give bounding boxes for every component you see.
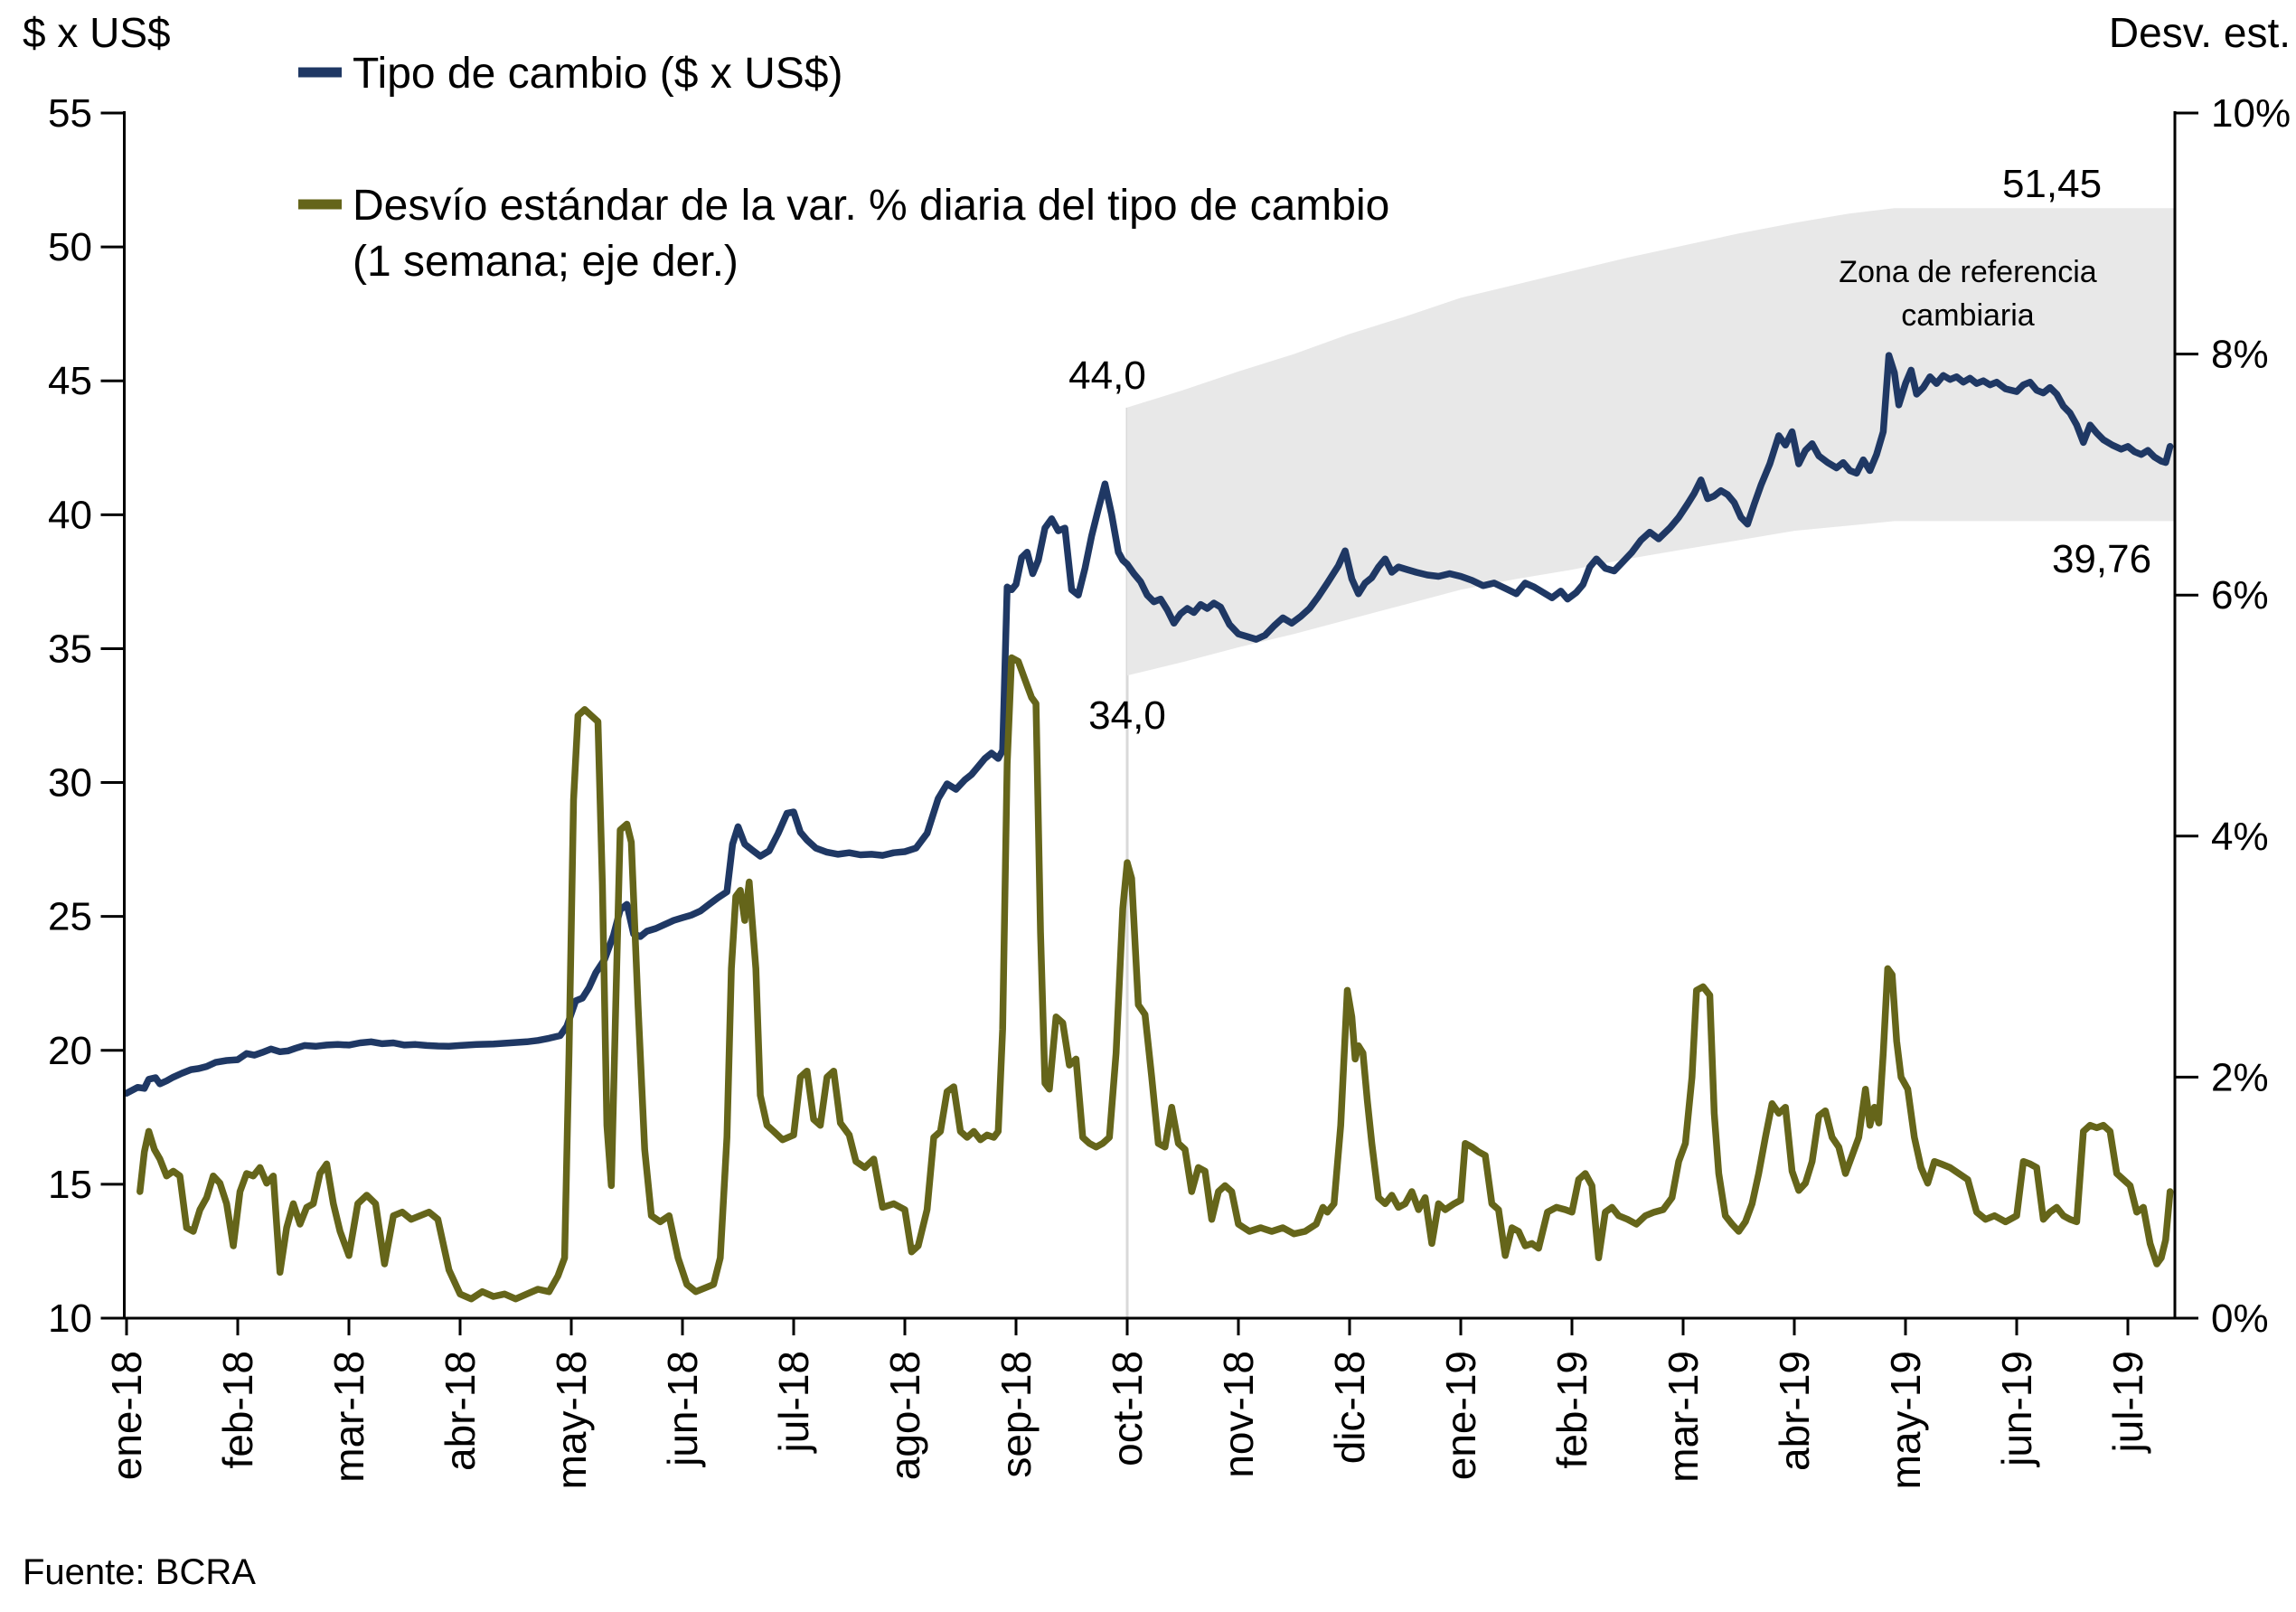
exchange-rate-line: [123, 352, 2174, 1097]
x-axis-month-label: abr-18: [437, 1351, 484, 1471]
left-axis-tick-label: 50: [48, 225, 92, 269]
x-axis-month-label: jul-19: [2104, 1351, 2151, 1455]
x-axis-month-label: mar-19: [1660, 1351, 1707, 1483]
right-axis-tick-label: 4%: [2211, 815, 2269, 859]
legend-label-stddev-line1: Desvío estándar de la var. % diaria del …: [353, 182, 1389, 230]
right-axis-tick-label: 2%: [2211, 1055, 2269, 1099]
left-axis-tick-label: 20: [48, 1029, 92, 1073]
right-axis-tick-label: 10%: [2211, 91, 2291, 136]
x-axis-month-label: ene-18: [103, 1351, 150, 1480]
x-axis-month-label: oct-18: [1104, 1351, 1151, 1466]
left-axis-tick-label: 55: [48, 91, 92, 136]
axes-frame: [123, 111, 2177, 1320]
right-axis-tick-label: 8%: [2211, 333, 2269, 377]
x-axis-month-label: may-19: [1882, 1351, 1929, 1489]
x-axis-month-label: abr-19: [1771, 1351, 1818, 1471]
right-axis-tick-label: 6%: [2211, 573, 2269, 617]
left-axis-tick-label: 35: [48, 627, 92, 671]
stddev-line: [136, 654, 2174, 1303]
x-axis-month-label: ago-18: [881, 1351, 928, 1480]
x-axis-month-label: jun-19: [1993, 1351, 2040, 1468]
annotation-band-start-top: 44,0: [1068, 354, 1146, 398]
left-axis-tick-label: 25: [48, 895, 92, 939]
left-axis-tick-label: 15: [48, 1163, 92, 1207]
right-axis-title: Desv. est.: [2109, 9, 2291, 56]
source-note: Fuente: BCRA: [23, 1552, 256, 1592]
left-axis-tick-label: 30: [48, 761, 92, 806]
left-axis-tick-label: 10: [48, 1296, 92, 1341]
axes-layer: [100, 111, 2198, 1335]
reference-zone-label-line2: cambiaria: [1901, 298, 2034, 333]
x-axis-month-label: feb-18: [214, 1351, 261, 1468]
right-axis-tick-label: 0%: [2211, 1296, 2269, 1341]
tick-labels-layer: 10 15 20 25 30 35 40 45 50 55 0% 2% 4% 6% 8% 10% ene-18 f…: [48, 91, 2291, 1489]
left-axis-tick-label: 40: [48, 493, 92, 537]
x-axis-month-label: feb-19: [1548, 1351, 1595, 1468]
legend-label-exchange-rate: Tipo de cambio ($ x US$): [353, 50, 842, 98]
x-axis-month-label: ene-19: [1437, 1351, 1484, 1480]
x-axis-month-label: nov-18: [1215, 1351, 1262, 1478]
x-axis-month-label: may-18: [548, 1351, 595, 1489]
series-layer: [123, 352, 2174, 1303]
x-axis-month-label: dic-18: [1326, 1351, 1373, 1464]
left-axis-tick-label: 45: [48, 359, 92, 403]
x-axis-month-label: jul-18: [770, 1351, 817, 1455]
x-axis-month-label: mar-18: [325, 1351, 372, 1483]
legend: Tipo de cambio ($ x US$) Desvío estándar…: [298, 50, 1389, 286]
x-axis-month-label: sep-18: [993, 1351, 1040, 1478]
annotation-band-start-bottom: 34,0: [1088, 693, 1166, 738]
annotation-band-end-bottom: 39,76: [2052, 537, 2151, 581]
annotation-band-end-top: 51,45: [2002, 162, 2102, 206]
left-axis-title: $ x US$: [23, 9, 171, 56]
legend-label-stddev-line2: (1 semana; eje der.): [353, 238, 739, 286]
reference-zone-band: [1127, 208, 2175, 676]
x-axis-month-label: jun-18: [659, 1351, 706, 1468]
reference-zone-label-line1: Zona de referencia: [1839, 255, 2096, 289]
reference-band-layer: [1125, 208, 2175, 1318]
